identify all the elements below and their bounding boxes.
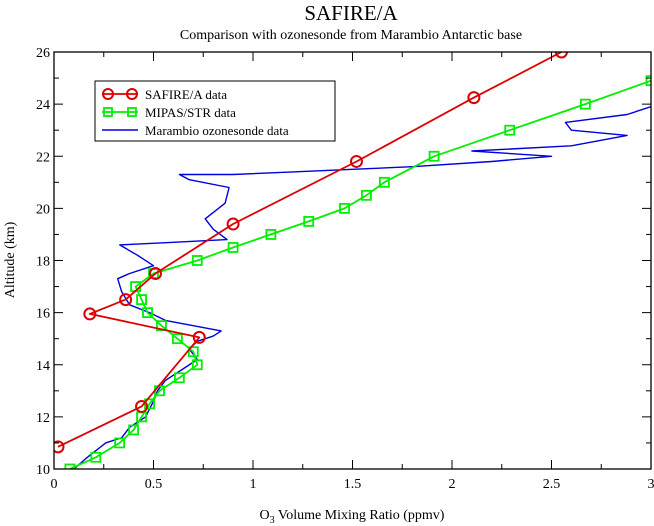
y-tick-label: 18	[36, 255, 50, 270]
legend-marker	[126, 88, 138, 100]
data-point-safire-a-data	[148, 267, 162, 281]
legend-entry-safire-a-data: SAFIRE/A data	[102, 87, 227, 102]
chart-title: SAFIRE/A	[304, 1, 398, 25]
x-tick-label: 0	[51, 477, 58, 492]
data-point-safire-a-data	[54, 440, 65, 454]
data-point-mipas-str-data	[114, 437, 126, 449]
data-point-mipas-str-data	[191, 255, 203, 266]
data-point-mipas-str-data	[303, 216, 315, 227]
y-axis-label: Altitude (km)	[3, 221, 18, 298]
chart-subtitle: Comparison with ozonesonde from Marambio…	[180, 28, 522, 43]
legend-entry-mipas-str-data: MIPAS/STR data	[102, 105, 236, 120]
data-point-mipas-str-data	[173, 372, 185, 384]
x-tick-label: 1	[250, 477, 257, 492]
y-tick-label: 16	[36, 307, 50, 322]
data-point-safire-a-data	[119, 293, 133, 307]
series-line-safire-a-data	[57, 52, 562, 448]
x-tick-label: 2.5	[543, 477, 561, 492]
data-point-mipas-str-data	[428, 150, 440, 162]
y-tick-label: 10	[36, 463, 50, 478]
data-point-mipas-str-data	[142, 307, 153, 319]
legend-marker	[102, 88, 114, 100]
y-tick-label: 14	[36, 359, 50, 374]
data-point-mipas-str-data	[227, 242, 239, 253]
y-tick-label: 26	[36, 46, 50, 61]
x-tick-label: 0.5	[145, 477, 163, 492]
y-tick-label: 24	[36, 98, 50, 113]
legend-marker	[127, 107, 137, 117]
x-tick-label: 2	[449, 477, 456, 492]
data-point-safire-a-data	[226, 217, 240, 231]
legend-label: MIPAS/STR data	[145, 105, 236, 120]
data-point-mipas-str-data	[191, 359, 203, 371]
data-point-mipas-str-data	[171, 333, 183, 345]
legend-entry-marambio-ozonesonde-data: Marambio ozonesonde data	[102, 123, 289, 138]
legend-label: Marambio ozonesonde data	[145, 123, 289, 138]
x-axis: 0 0.5 1 1.5 2 2.5 3	[51, 52, 654, 492]
data-point-safire-a-data	[83, 307, 97, 321]
data-point-mipas-str-data	[265, 229, 277, 240]
data-point-mipas-str-data	[645, 75, 651, 87]
x-tick-label: 3	[648, 477, 654, 492]
data-point-mipas-str-data	[579, 98, 591, 110]
data-point-mipas-str-data	[504, 124, 516, 136]
data-point-safire-a-data	[135, 399, 149, 413]
x-axis-label: O3 Volume Mixing Ratio (ppmv)	[260, 508, 445, 526]
data-point-safire-a-data	[467, 91, 481, 105]
data-point-safire-a-data	[554, 52, 568, 59]
legend-label: SAFIRE/A data	[145, 87, 227, 102]
data-point-safire-a-data	[192, 330, 206, 344]
y-tick-label: 22	[36, 150, 50, 165]
data-point-mipas-str-data	[136, 294, 147, 305]
data-point-mipas-str-data	[90, 451, 102, 463]
data-point-mipas-str-data	[144, 398, 155, 410]
legend-marker	[103, 107, 113, 117]
y-tick-label: 20	[36, 202, 50, 217]
y-axis: 10 12 14 16 18 20 22 24 26	[36, 46, 651, 478]
data-point-mipas-str-data	[128, 424, 140, 436]
data-point-mipas-str-data	[339, 202, 350, 214]
data-point-safire-a-data	[349, 154, 363, 168]
data-point-mipas-str-data	[378, 176, 390, 188]
x-tick-label: 1.5	[344, 477, 362, 492]
series-layer	[54, 52, 651, 469]
y-tick-label: 12	[36, 411, 50, 426]
data-point-mipas-str-data	[187, 346, 199, 358]
data-point-mipas-str-data	[361, 189, 372, 201]
data-point-mipas-str-data	[64, 463, 76, 469]
legend: SAFIRE/A data MIPAS/STR data Marambio ozon…	[94, 80, 336, 142]
